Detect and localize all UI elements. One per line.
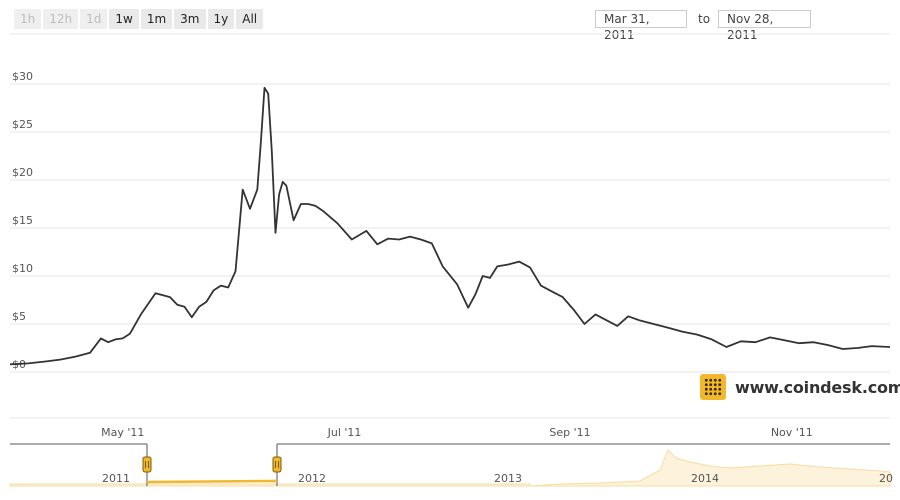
y-tick-label: $10 <box>12 262 33 275</box>
range-selector: 1h 12h 1d 1w 1m 3m 1y All <box>14 9 264 29</box>
x-tick-label: Nov '11 <box>771 426 813 439</box>
date-from-input[interactable]: Mar 31, 2011 <box>595 10 687 42</box>
navigator-year-label: 2011 <box>102 472 130 485</box>
y-tick-label: $15 <box>12 214 33 227</box>
x-tick-label: Jul '11 <box>327 426 362 439</box>
navigator-handle-right[interactable] <box>272 456 282 473</box>
navigator-history-area <box>9 449 891 487</box>
x-axis-ticks: May '11 Jul '11 Sep '11 Nov '11 <box>10 417 890 439</box>
handle-grip <box>272 456 282 473</box>
date-to-label: to <box>698 12 711 26</box>
y-tick-label: $30 <box>12 70 33 83</box>
handle-grip <box>142 456 152 473</box>
y-axis-ticks: $0$5$10$15$20$25$30 <box>12 70 33 371</box>
range-button-1w[interactable]: 1w <box>109 9 139 29</box>
range-button-all[interactable]: All <box>236 9 264 29</box>
brand-url: www.coindesk.com <box>735 377 900 397</box>
navigator: 2011 2012 2013 2014 20 <box>9 443 893 487</box>
price-series <box>9 86 891 366</box>
x-tick-label: Sep '11 <box>549 426 590 439</box>
range-button-1y[interactable]: 1y <box>207 9 235 29</box>
navigator-year-label: 2012 <box>298 472 326 485</box>
y-tick-label: $25 <box>12 118 33 131</box>
navigator-handle-left[interactable] <box>142 456 152 473</box>
range-button-1h: 1h <box>14 9 42 29</box>
coindesk-brand[interactable]: www.coindesk.com <box>700 374 900 400</box>
navigator-year-label: 20 <box>879 472 893 485</box>
range-button-12h: 12h <box>43 9 79 29</box>
y-tick-label: $5 <box>12 310 26 323</box>
chart-grid <box>10 33 890 373</box>
range-button-3m[interactable]: 3m <box>174 9 206 29</box>
navigator-selected-line <box>146 479 278 484</box>
x-tick-label: May '11 <box>101 426 144 439</box>
price-line <box>9 86 891 366</box>
y-tick-label: $20 <box>12 166 33 179</box>
navigator-year-label: 2013 <box>494 472 522 485</box>
navigator-year-label: 2014 <box>691 472 719 485</box>
range-button-1m[interactable]: 1m <box>140 9 173 29</box>
date-to-input[interactable]: Nov 28, 2011 <box>718 10 811 42</box>
coindesk-logo-icon <box>700 374 726 400</box>
range-button-1d: 1d <box>80 9 108 29</box>
